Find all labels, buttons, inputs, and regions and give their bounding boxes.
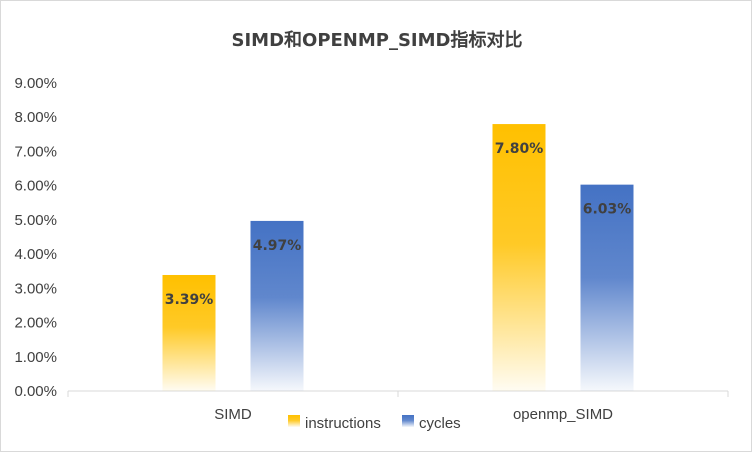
y-tick-label: 8.00% xyxy=(14,109,57,126)
bar-cycles-openmp_SIMD xyxy=(580,184,634,391)
y-tick-label: 4.00% xyxy=(14,246,57,263)
bar-instructions-SIMD xyxy=(162,274,216,391)
data-label: 7.80% xyxy=(495,141,544,157)
legend-swatch-instructions xyxy=(288,415,300,427)
data-labels: 3.39% 4.97% 7.80% 6.03% xyxy=(165,141,632,308)
x-axis xyxy=(67,390,729,397)
data-label: 4.97% xyxy=(253,238,302,254)
y-tick-label: 0.00% xyxy=(14,383,57,400)
legend: instructions cycles xyxy=(288,415,461,432)
legend-label: cycles xyxy=(419,415,461,432)
bar-cycles-SIMD xyxy=(250,220,304,391)
bars xyxy=(162,124,634,392)
y-axis-ticks: 0.00% 1.00% 2.00% 3.00% 4.00% 5.00% 6.00% 7.00%… xyxy=(14,75,57,400)
y-tick-label: 1.00% xyxy=(14,349,57,366)
y-tick-label: 2.00% xyxy=(14,315,57,332)
y-tick-label: 6.00% xyxy=(14,178,57,195)
legend-label: instructions xyxy=(305,415,381,432)
y-tick-label: 5.00% xyxy=(14,212,57,229)
legend-swatch-cycles xyxy=(402,415,414,427)
data-label: 6.03% xyxy=(583,202,632,218)
category-label: openmp_SIMD xyxy=(513,406,613,423)
chart-title: SIMD和OPENMP_SIMD指标对比 xyxy=(232,29,523,51)
y-tick-label: 7.00% xyxy=(14,143,57,160)
y-tick-label: 3.00% xyxy=(14,280,57,297)
category-label: SIMD xyxy=(214,406,252,423)
y-tick-label: 9.00% xyxy=(14,75,57,92)
data-label: 3.39% xyxy=(165,292,214,308)
category-labels: SIMD openmp_SIMD xyxy=(214,406,613,423)
bar-instructions-openmp_SIMD xyxy=(492,124,546,392)
